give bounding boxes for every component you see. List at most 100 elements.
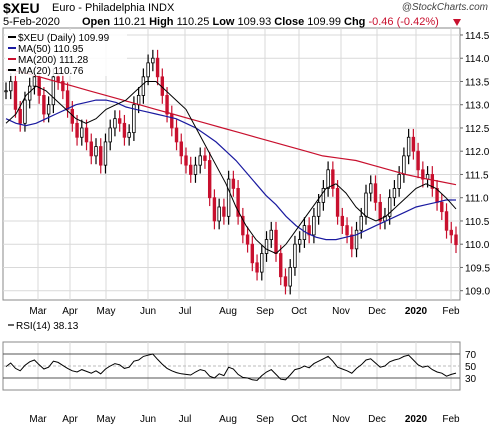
price-candle [203,155,207,161]
price-candle [146,62,150,78]
price-candle [387,197,392,217]
price-candle [350,234,354,250]
price-candle [312,215,316,236]
price-candle [212,197,217,222]
ma200-line [5,69,457,186]
price-candle [99,146,103,166]
x-tick-label: Nov [332,306,350,317]
price-candle [13,81,18,110]
price-candle [113,118,117,129]
price-legend [5,30,127,76]
x-tick-label: Aug [219,414,237,425]
price-candle [279,253,283,278]
price-candle [307,225,311,236]
x-tick-label: Mar [29,306,47,317]
price-candle [255,262,259,273]
price-candle [373,183,378,203]
price-candle [283,276,288,287]
open-label: Open [82,16,111,28]
low-label: Low [212,16,235,28]
x-tick-label: Jul [179,414,192,425]
price-candle [9,81,13,92]
legend-entry: MA(200) 111.28 [18,55,89,66]
y-tick-label: 110.5 [465,217,490,228]
price-candle [193,164,198,175]
rsi-tick-label: 70 [465,350,477,361]
price-candle [241,215,245,236]
close-label: Close [274,16,305,28]
x-tick-label: 2020 [405,306,428,317]
price-candle [189,164,193,175]
price-candle [65,90,70,110]
price-candle [269,229,273,240]
x-tick-label: Sep [256,414,274,425]
price-candle [226,178,231,217]
price-candle [222,206,226,217]
x-tick-label: Feb [442,306,460,317]
price-candle [184,155,188,166]
rsi-legend-entry: RSI(14) 38.13 [16,321,79,332]
quote-summary: Open 110.21 High 110.25 Low 109.93 Close… [82,16,439,28]
price-candle [37,76,41,96]
price-candle [345,225,349,236]
price-candle [103,141,108,166]
chart-symbol: $XEU [3,0,40,16]
down-arrow-icon [453,19,461,26]
price-candle [274,229,278,254]
price-candle [369,183,373,194]
price-candle [440,201,444,213]
price-candle [198,155,202,166]
x-tick-label: Jul [179,306,192,317]
price-candle [179,141,183,157]
y-tick-label: 114.5 [465,31,490,42]
x-tick-label: Dec [368,414,386,425]
price-candle [397,174,401,189]
close-value: 109.99 [307,16,341,28]
price-candle [46,104,51,115]
price-candle [80,127,84,138]
price-candle [260,253,264,273]
price-candle [122,122,127,138]
price-candle [174,127,179,143]
price-candle [449,229,453,236]
price-candle [421,169,425,180]
price-candle [32,76,37,87]
price-candle [141,76,146,96]
x-tick-label: 2020 [405,414,428,425]
price-candle [430,174,435,189]
price-candle [264,239,269,254]
price-candle [18,108,22,124]
x-tick-label: May [97,306,116,317]
price-candle [108,127,112,143]
y-tick-label: 111.0 [465,194,489,205]
price-candle [354,229,359,250]
price-candle [117,118,122,124]
legend-entry: $XEU (Daily) 109.99 [18,33,110,44]
price-candle [340,215,345,227]
price-candle [165,95,169,115]
y-tick-label: 112.5 [465,124,490,135]
x-tick-label: Jun [140,306,156,317]
price-candle [151,57,155,64]
y-tick-label: 109.5 [465,263,490,274]
price-candle [94,146,98,157]
price-candle [127,132,131,138]
price-candle [84,127,89,143]
price-candle [155,57,160,78]
y-tick-label: 114.0 [465,54,490,65]
price-candle [444,211,449,231]
price-candle [297,239,302,245]
legend-entry: MA(20) 110.76 [18,66,84,77]
price-candle [411,136,416,152]
chart-name: Euro - Philadelphia INDX [52,2,175,14]
x-tick-label: Dec [368,306,386,317]
price-candle [236,188,240,217]
ma20-line [5,81,457,255]
price-candle [42,95,46,115]
price-candle [4,90,8,93]
price-candle [207,160,212,199]
x-tick-label: Mar [29,414,47,425]
chg-value: -0.46 (-0.42%) [368,16,439,28]
price-candle [321,188,326,203]
